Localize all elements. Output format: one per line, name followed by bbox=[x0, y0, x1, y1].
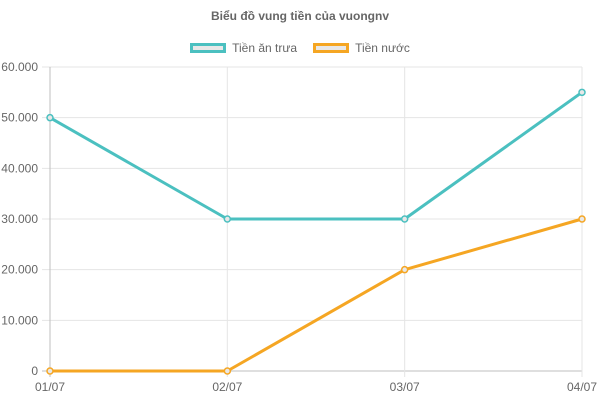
data-point-series-1 bbox=[578, 88, 586, 97]
x-tick-label: 03/07 bbox=[390, 380, 420, 394]
data-point-series-1 bbox=[400, 215, 409, 223]
legend-swatch-series-1 bbox=[190, 43, 227, 53]
x-tick-label: 01/07 bbox=[35, 380, 65, 394]
y-tick-label: 0 bbox=[31, 364, 38, 378]
data-point-series-2 bbox=[578, 215, 586, 223]
legend-item-series-1[interactable]: Tiền ăn trưa bbox=[190, 41, 297, 55]
y-tick-label: 40.000 bbox=[1, 161, 38, 175]
y-tick-label: 60.000 bbox=[1, 60, 38, 74]
y-tick-label: 20.000 bbox=[1, 263, 38, 277]
legend-label-series-2: Tiền nước bbox=[355, 41, 410, 55]
y-tick-label: 50.000 bbox=[1, 111, 38, 125]
data-point-series-1 bbox=[223, 215, 232, 223]
data-point-series-1 bbox=[46, 113, 54, 122]
legend-swatch-series-2 bbox=[313, 43, 350, 53]
data-point-series-2 bbox=[223, 367, 232, 375]
y-tick-label: 10.000 bbox=[1, 313, 38, 327]
series-line-2 bbox=[50, 217, 583, 373]
legend-label-series-1: Tiền ăn trưa bbox=[232, 41, 298, 55]
data-point-series-2 bbox=[400, 265, 409, 274]
chart-title: Biểu đồ vung tiền của vuongnv bbox=[210, 9, 389, 23]
x-tick-label: 04/07 bbox=[567, 380, 597, 394]
y-tick-label: 30.000 bbox=[1, 212, 38, 226]
x-tick-label: 02/07 bbox=[212, 380, 242, 394]
data-point-series-2 bbox=[46, 367, 54, 375]
legend-item-series-2[interactable]: Tiền nước bbox=[313, 41, 410, 55]
series-line-1 bbox=[49, 91, 583, 221]
legend: Tiền ăn trưa Tiền nước bbox=[0, 41, 600, 55]
